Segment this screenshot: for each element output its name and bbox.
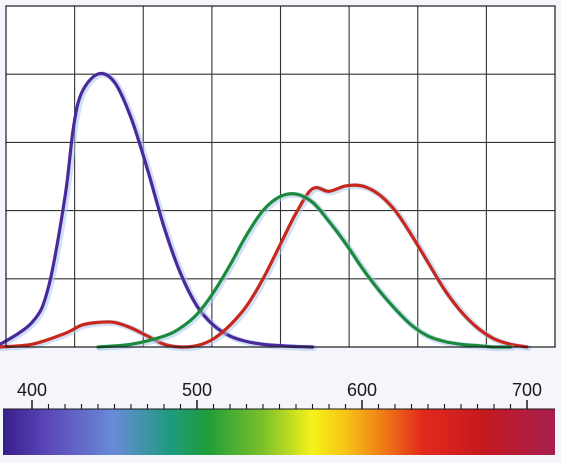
x-tick-label: 700 [512, 380, 542, 400]
x-tick-label: 400 [17, 380, 47, 400]
x-tick-label: 600 [347, 380, 377, 400]
spectrum-scale: 400 500 600 700 [3, 380, 555, 455]
plot-border [5, 5, 556, 348]
tick-labels: 400 500 600 700 [17, 380, 542, 400]
x-tick-label: 500 [182, 380, 212, 400]
series-line-1 [0, 71, 315, 349]
spectrum-ticks [3, 400, 555, 410]
series-line-2 [0, 183, 529, 349]
plot-area [0, 5, 556, 352]
spectrum-bar [3, 409, 555, 455]
series-layer [0, 71, 532, 352]
series-line-3 [96, 192, 513, 349]
